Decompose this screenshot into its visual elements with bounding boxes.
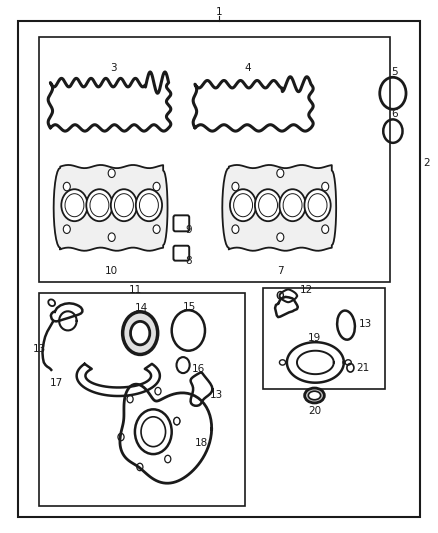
Circle shape [64, 225, 71, 233]
Bar [39, 37, 390, 282]
Circle shape [255, 189, 281, 221]
Circle shape [61, 189, 88, 221]
Circle shape [123, 312, 158, 354]
Text: 9: 9 [185, 225, 192, 235]
Ellipse shape [304, 388, 324, 403]
Circle shape [155, 387, 161, 395]
Ellipse shape [308, 391, 321, 400]
Polygon shape [54, 165, 167, 251]
Circle shape [108, 169, 115, 177]
Circle shape [277, 169, 284, 177]
Circle shape [111, 189, 137, 221]
Circle shape [174, 417, 180, 425]
Text: 8: 8 [185, 256, 192, 266]
Circle shape [232, 182, 239, 191]
Text: 13: 13 [33, 344, 46, 354]
Circle shape [174, 417, 180, 425]
Text: 1: 1 [215, 7, 223, 17]
Circle shape [232, 225, 239, 233]
Circle shape [136, 189, 162, 221]
Circle shape [321, 182, 328, 191]
Circle shape [64, 182, 71, 191]
Circle shape [153, 182, 160, 191]
Circle shape [135, 409, 172, 454]
Text: 12: 12 [300, 286, 313, 295]
Circle shape [127, 395, 133, 403]
Text: 14: 14 [134, 303, 148, 313]
Text: 13: 13 [359, 319, 372, 329]
Text: 19: 19 [308, 334, 321, 343]
Circle shape [321, 225, 328, 233]
Circle shape [137, 463, 143, 471]
Text: 3: 3 [110, 63, 117, 73]
Bar [39, 293, 245, 506]
Circle shape [230, 189, 256, 221]
Circle shape [165, 455, 171, 463]
Polygon shape [222, 165, 336, 251]
Circle shape [118, 433, 124, 441]
Circle shape [304, 189, 331, 221]
Text: 15: 15 [183, 302, 196, 312]
Text: 5: 5 [391, 68, 398, 77]
Circle shape [86, 189, 113, 221]
Text: 10: 10 [105, 266, 118, 276]
Bar [263, 288, 385, 389]
Circle shape [108, 233, 115, 241]
Text: 13: 13 [209, 391, 223, 400]
Text: 18: 18 [195, 439, 208, 448]
Text: 17: 17 [50, 378, 64, 387]
Circle shape [153, 225, 160, 233]
Circle shape [131, 321, 150, 345]
Text: 20: 20 [308, 407, 321, 416]
Text: 11: 11 [129, 286, 142, 295]
Text: 6: 6 [391, 109, 398, 119]
Text: 21: 21 [356, 363, 369, 373]
Text: 16: 16 [191, 364, 205, 374]
Text: 4: 4 [244, 63, 251, 73]
Circle shape [279, 189, 306, 221]
Text: 2: 2 [424, 158, 431, 167]
Text: 7: 7 [277, 266, 284, 276]
Circle shape [277, 233, 284, 241]
